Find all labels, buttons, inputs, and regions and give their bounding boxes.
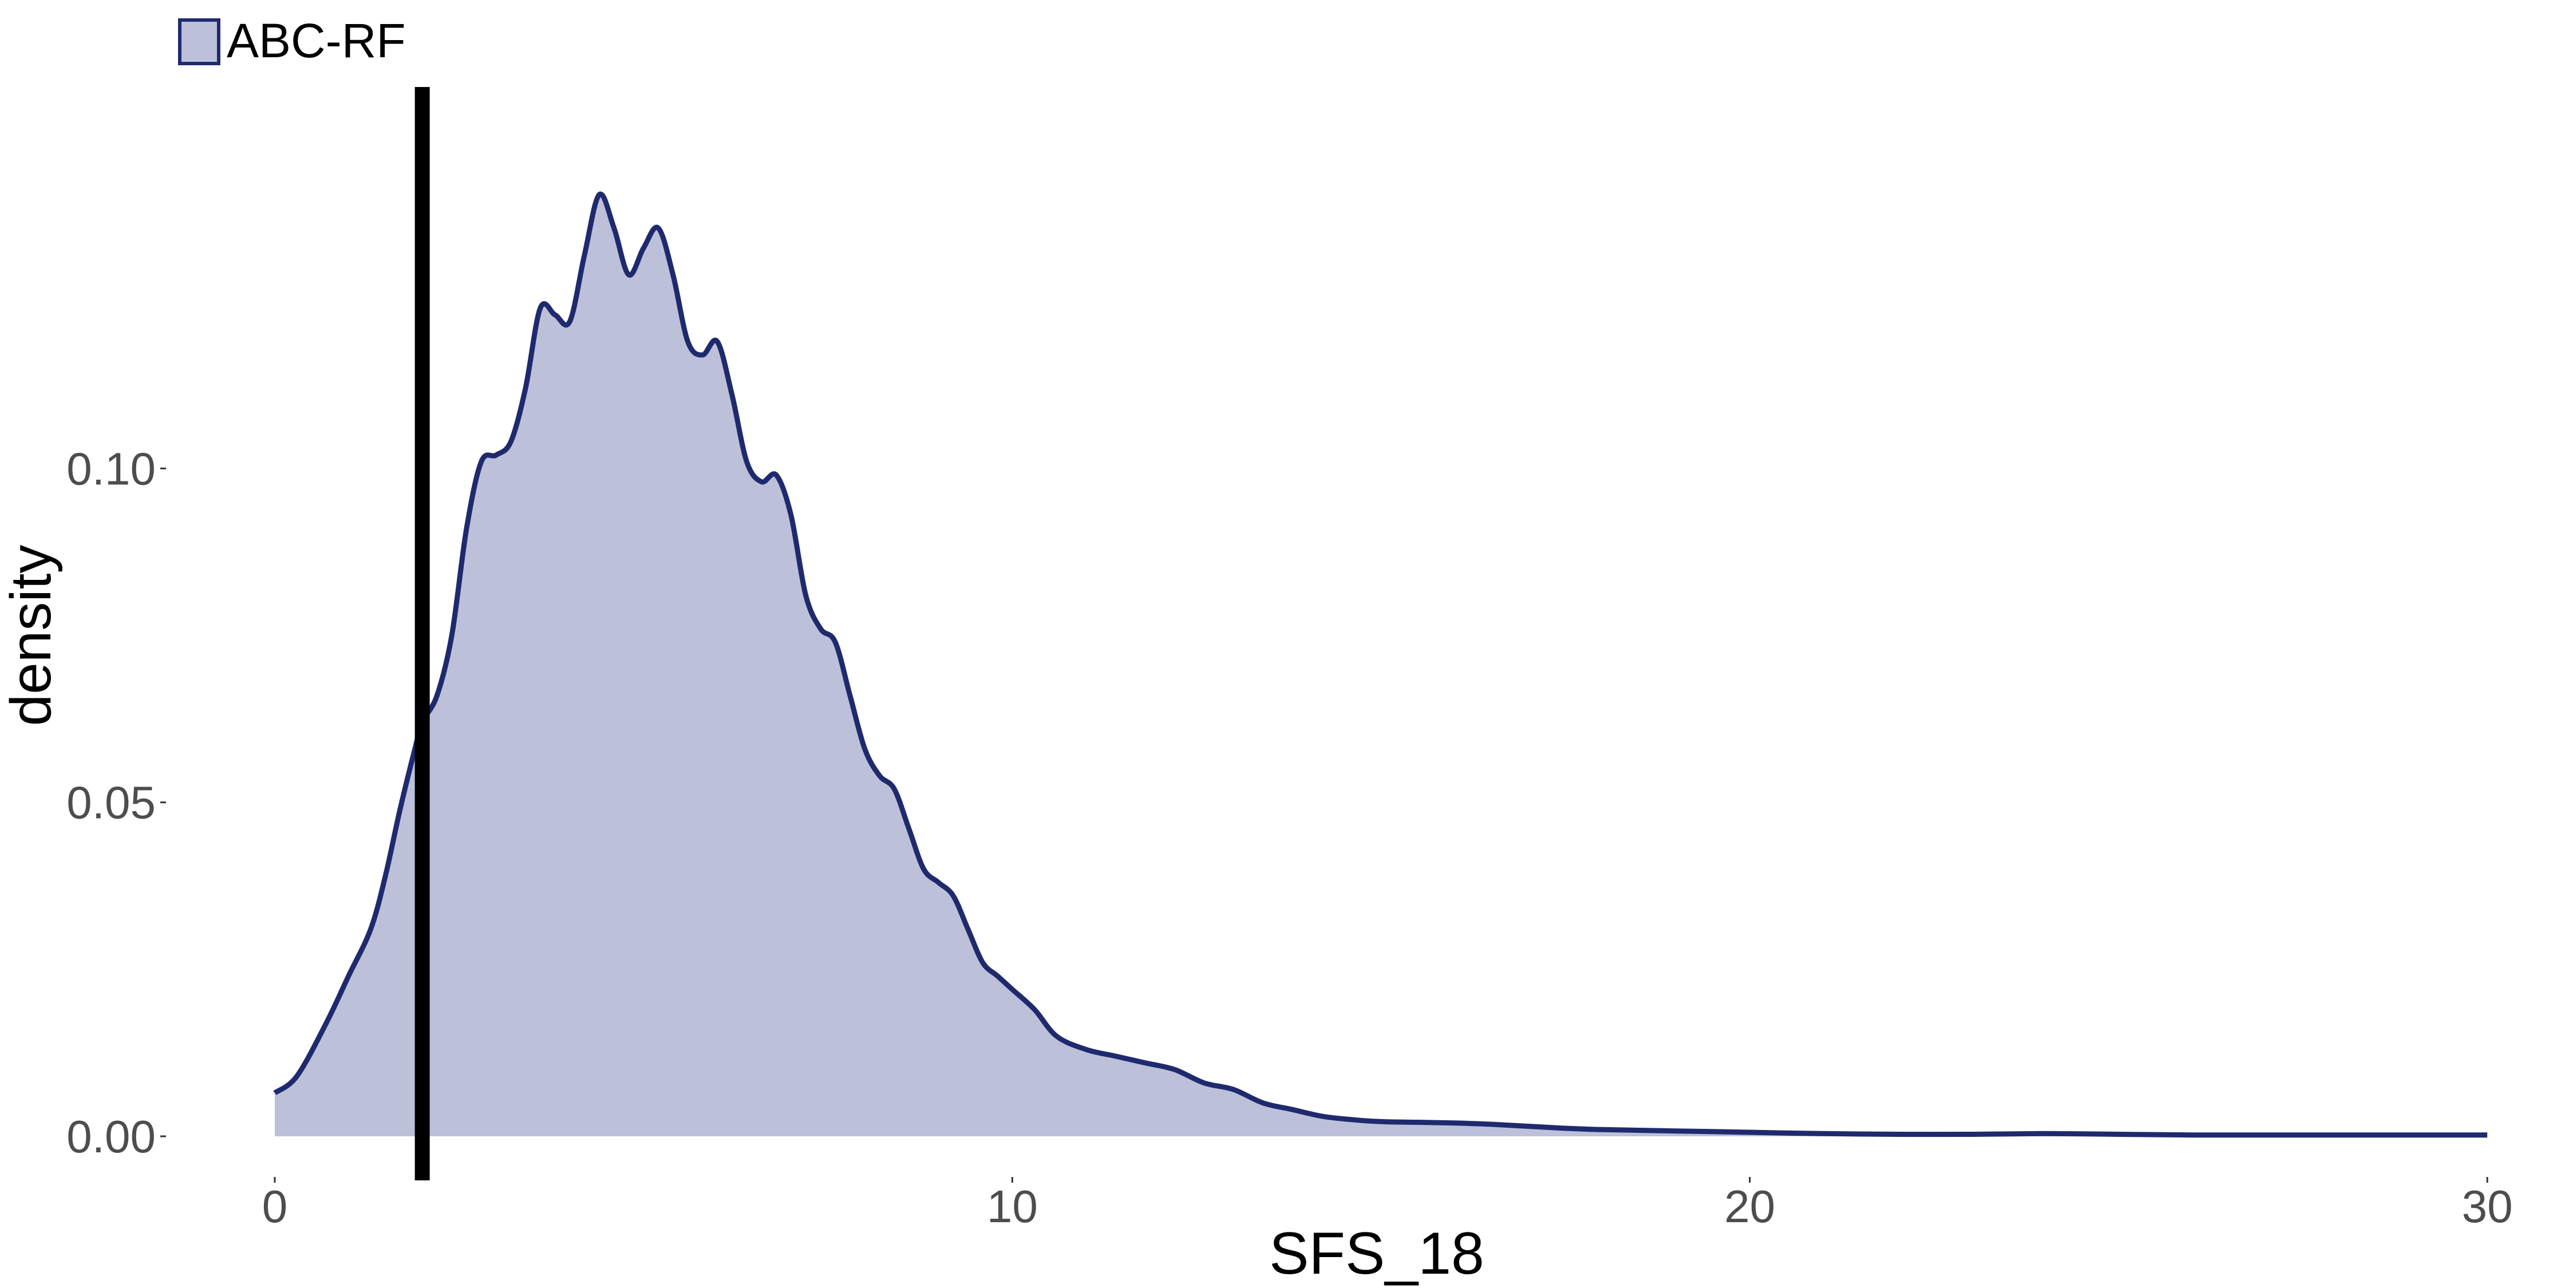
x-tick-label: 0 [262,1181,288,1232]
axes: 0 10 20 30 0.00 0.05 0.10 [66,443,2512,1232]
y-tick-label: 0.00 [66,1111,156,1162]
y-tick-label: 0.10 [66,443,156,494]
x-tick-label: 10 [987,1181,1038,1232]
plot-area [273,87,2487,1180]
x-tick-label: 20 [1724,1181,1775,1232]
legend-label-abc-rf: ABC-RF [227,14,406,68]
density-line-0 [273,191,2487,1138]
y-axis-title: density [0,545,63,726]
density-area-0 [275,194,2487,1136]
x-tick-label: 30 [2462,1181,2513,1232]
x-axis-title: SFS_18 [1269,1220,1484,1287]
y-tick-label: 0.05 [66,777,156,828]
legend-key-abc-rf [178,18,220,65]
legend: ABC-RF [178,14,406,68]
